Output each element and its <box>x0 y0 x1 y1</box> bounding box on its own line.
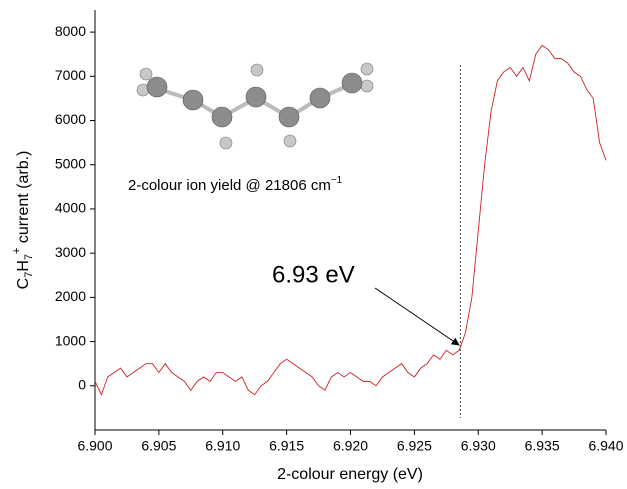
y-label-subscript: 7 <box>23 254 35 260</box>
x-tick-label: 6.935 <box>525 438 560 454</box>
annotation: 6.93 eV <box>272 261 355 288</box>
x-tick-label: 6.940 <box>588 438 623 454</box>
y-axis-label: C7H7+ current (arb.) <box>11 151 35 290</box>
hydrogen-atom <box>284 135 296 147</box>
y-tick-label: 3000 <box>55 244 86 260</box>
inset-caption: 2-colour ion yield @ 21806 cm−1 <box>128 175 343 194</box>
carbon-atom <box>147 77 167 97</box>
y-label-part: C <box>15 278 32 290</box>
x-tick-label: 6.925 <box>397 438 432 454</box>
caption-superscript: −1 <box>331 175 343 186</box>
y-tick-label: 4000 <box>55 200 86 216</box>
hydrogen-atom <box>220 137 232 149</box>
caption-text: 2-colour ion yield @ 21806 cm <box>128 177 331 194</box>
hydrogen-atom <box>251 64 263 76</box>
y-tick-label: 2000 <box>55 288 86 304</box>
y-tick-label: 8000 <box>55 23 86 39</box>
y-tick-label: 5000 <box>55 155 86 171</box>
page: 2-colour ion yield @ 21806 cm−1 6.93 eV … <box>0 0 627 489</box>
x-tick-label: 6.930 <box>461 438 496 454</box>
carbon-atom <box>342 73 362 93</box>
y-label-part: H <box>15 260 32 272</box>
carbon-atom <box>183 90 203 110</box>
x-axis-label: 2-colour energy (eV) <box>277 466 423 483</box>
data-line <box>95 45 606 394</box>
annotation-arrow <box>375 288 459 345</box>
y-tick-label: 1000 <box>55 332 86 348</box>
x-tick-label: 6.910 <box>205 438 240 454</box>
y-tick-label: 6000 <box>55 111 86 127</box>
carbon-atom <box>310 88 330 108</box>
y-tick-label: 7000 <box>55 67 86 83</box>
chart: 2-colour ion yield @ 21806 cm−1 6.93 eV … <box>0 0 627 489</box>
y-label-part: current (arb.) <box>15 151 32 248</box>
molecule <box>137 63 373 149</box>
x-tick-label: 6.915 <box>269 438 304 454</box>
hydrogen-atom <box>140 68 152 80</box>
carbon-atom <box>212 107 232 127</box>
x-tick-label: 6.900 <box>77 438 112 454</box>
x-tick-label: 6.920 <box>333 438 368 454</box>
carbon-atom <box>246 87 266 107</box>
carbon-atom <box>279 107 299 127</box>
hydrogen-atom <box>361 63 373 75</box>
hydrogen-atom <box>361 80 373 92</box>
x-tick-label: 6.905 <box>141 438 176 454</box>
y-tick-label: 0 <box>78 376 86 392</box>
